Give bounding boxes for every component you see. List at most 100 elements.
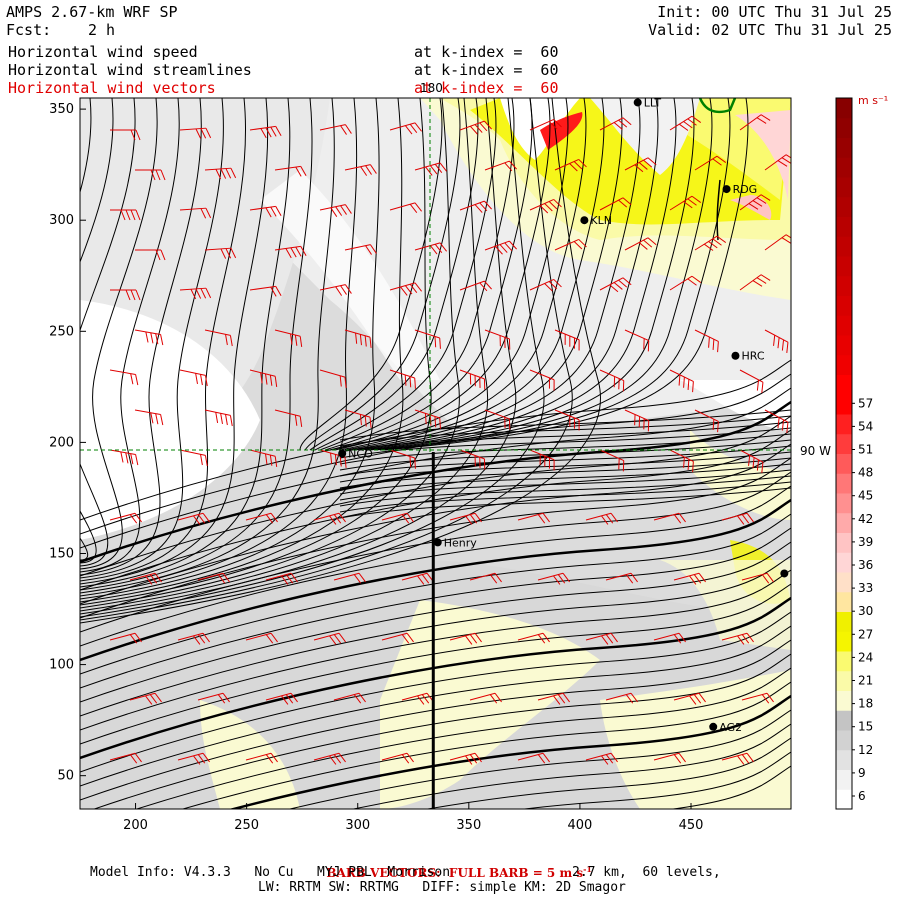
wind-barb <box>721 632 754 645</box>
colorbar-segment <box>836 552 852 573</box>
field-name-speed: Horizontal wind speed <box>8 43 198 61</box>
wind-barb <box>319 369 347 388</box>
x-tick-label: 400 <box>568 818 593 833</box>
streamline-west <box>80 98 489 612</box>
streamline-north <box>299 98 443 451</box>
y-tick-label: 100 <box>49 658 74 673</box>
wind-barb <box>313 632 346 645</box>
wind-barb <box>469 572 502 584</box>
wind-barb <box>344 244 377 255</box>
colorbar-segment <box>836 473 852 494</box>
x-axis: 200 250 300 350 400 450 <box>123 803 703 833</box>
colorbar-segment <box>836 137 852 158</box>
x-tick-label: 200 <box>123 818 148 833</box>
streamline-west <box>80 98 202 576</box>
wind-barb <box>669 369 694 393</box>
wind-barb <box>739 194 771 211</box>
colorbar-segment <box>836 769 852 790</box>
wind-barb <box>249 125 282 139</box>
wind-barb <box>401 572 434 585</box>
streamline-south <box>80 527 791 689</box>
wind-barb <box>109 752 142 764</box>
stations: LLT RDG KLN HRC NCO Henry AG2 <box>338 96 789 734</box>
colorbar-segment <box>836 572 852 593</box>
wind-barb <box>554 158 587 172</box>
streamline-east <box>339 481 791 513</box>
wind-barb <box>245 632 278 644</box>
wind-barb <box>313 512 346 525</box>
colorbar-segment <box>836 532 852 553</box>
wind-barb <box>694 155 727 171</box>
wind-barb <box>721 512 754 525</box>
wind-barb <box>459 369 486 390</box>
wind-barb <box>319 124 352 135</box>
wind-barb <box>110 129 141 141</box>
wind-barb <box>739 449 764 473</box>
colorbar-segment <box>836 216 852 237</box>
streamline-south <box>669 765 791 809</box>
wind-barb <box>599 369 625 392</box>
wind-barb <box>449 752 482 765</box>
wind-barb <box>449 512 482 525</box>
wind-barb <box>179 127 212 139</box>
colorbar-segment <box>836 749 852 770</box>
station-label: RDG <box>733 183 758 196</box>
streamline-north <box>364 98 677 451</box>
colorbar-segment <box>836 374 852 395</box>
field-name-vectors: Horizontal wind vectors <box>8 79 216 97</box>
streamline-north <box>329 98 551 451</box>
station-marker <box>709 722 718 731</box>
wind-barb <box>764 329 789 353</box>
streamline-south <box>181 681 791 809</box>
colorbar-tick-label: 27 <box>858 627 873 641</box>
wind-barb <box>179 207 212 219</box>
barb-vector-note-text: BARB VECTORS: FULL BARB = 5 m s <box>326 866 584 880</box>
wind-barb <box>389 282 422 296</box>
wind-barbs <box>109 114 791 765</box>
model-title: AMPS 2.67-km WRF SP <box>6 3 178 21</box>
wind-barb <box>673 692 706 705</box>
field-name-streamlines: Horizontal wind streamlines <box>8 61 252 79</box>
colorbar-segment <box>836 117 852 138</box>
streamline-west <box>80 98 180 573</box>
wind-barb <box>537 572 570 585</box>
station-label: LLT <box>644 96 662 109</box>
colorbar-tick-label: 30 <box>858 604 873 618</box>
wind-barb <box>414 329 441 349</box>
wind-barb <box>694 409 719 433</box>
wind-barb <box>274 409 303 428</box>
streamline-west <box>80 98 545 618</box>
wind-barb <box>274 245 307 259</box>
colorbar-frame <box>835 97 853 810</box>
wind-barb <box>673 572 706 585</box>
wind-barb <box>529 449 555 471</box>
wind-barb <box>249 205 282 218</box>
streamline-west <box>80 98 404 603</box>
streamline-south <box>80 596 791 760</box>
streamline-east <box>339 415 791 447</box>
wind-barb <box>109 449 139 466</box>
streamline-south <box>229 694 791 809</box>
wind-barb <box>129 692 162 705</box>
streamline-south <box>80 485 791 647</box>
streamline-east <box>339 487 791 519</box>
streamline-south <box>80 359 791 521</box>
wind-barb <box>204 247 237 259</box>
wind-barb <box>529 198 562 214</box>
wind-barb <box>554 238 587 251</box>
colorbar-segment <box>836 394 852 415</box>
wind-barb <box>249 449 278 468</box>
colorbar: 6 9 12 15 18 21 24 27 30 33 36 39 42 45 48 51 54 57 <box>835 97 873 810</box>
colorbar-segment <box>836 789 852 810</box>
colorbar-tick-label: 36 <box>858 558 873 572</box>
streamline-north <box>374 98 713 451</box>
barb-vector-note-sup: -1 <box>583 864 592 874</box>
colorbar-unit: m s⁻¹ <box>858 94 888 107</box>
streamline-north <box>369 98 695 451</box>
wind-barb <box>653 752 686 764</box>
model-resolution: 2.7 km, 60 levels, <box>572 865 721 880</box>
wind-barb <box>653 512 686 524</box>
wind-barb <box>459 120 492 135</box>
wind-barb <box>110 209 141 221</box>
